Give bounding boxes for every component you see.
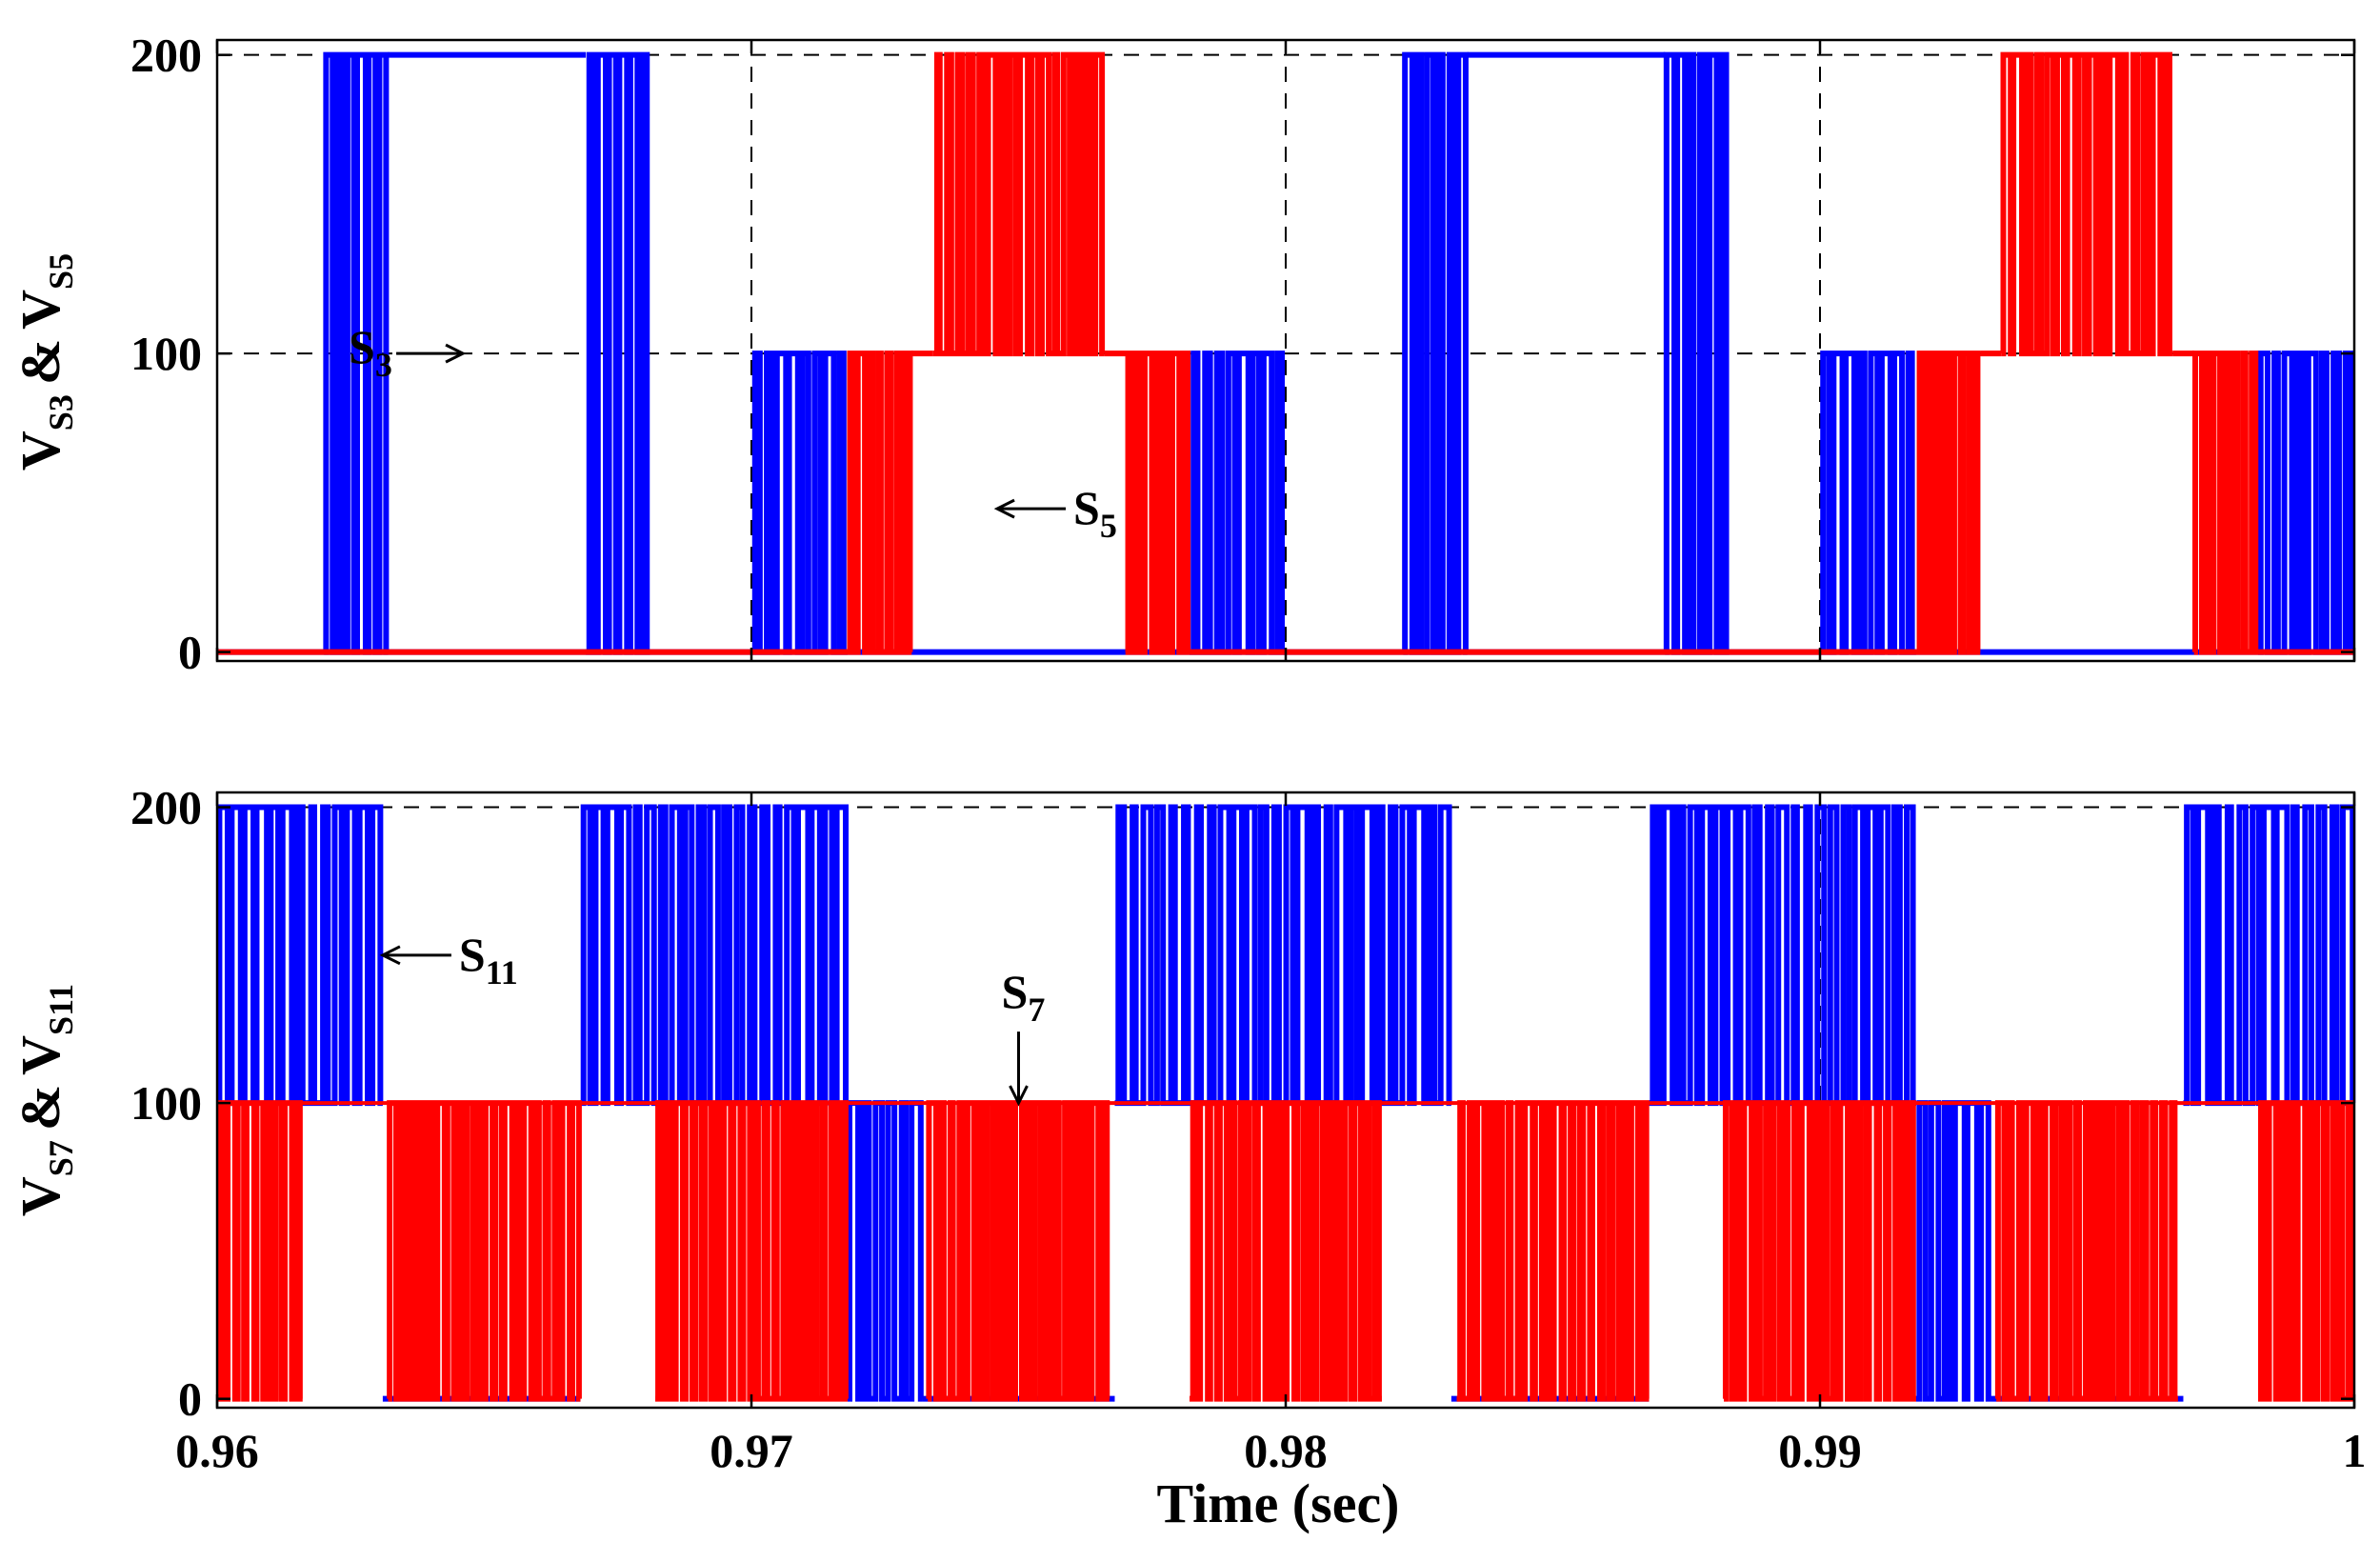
- bottom-ytick-label-100: 100: [130, 1076, 202, 1130]
- top-blue-pwm-burst-1: [586, 51, 650, 655]
- bottom-ylabel-amp: &: [10, 1085, 71, 1131]
- bottom-red-segment-7: [1994, 1100, 2178, 1402]
- bottom-red-segment-3: [926, 1100, 1110, 1402]
- top-annotation-arrow-head-0: [445, 343, 467, 364]
- top-annotation-1: S5: [993, 481, 1117, 545]
- bottom-ylabel-sub1: S7: [42, 1140, 80, 1176]
- top-ylabel-amp: &: [10, 339, 71, 385]
- bottom-xtick-label-0: 0.96: [175, 1424, 259, 1477]
- top-red-segment-0: [847, 350, 913, 655]
- bottom-red-segment-0: [216, 1100, 303, 1402]
- top-annotation-label-0: S3: [349, 320, 392, 384]
- bottom-ylabel-main-2: V: [10, 1035, 71, 1075]
- bottom-annotation-main-1: S: [1002, 965, 1029, 1018]
- top-series-1: [217, 51, 2354, 655]
- bottom-red-segment-4: [1190, 1100, 1382, 1402]
- bottom-xtick-label-2: 0.98: [1244, 1424, 1328, 1477]
- top-blue-pwm-burst-2: [1402, 51, 1469, 655]
- bottom-annotation-1: S7: [1002, 965, 1046, 1107]
- top-annotation-sub-1: 5: [1100, 507, 1117, 545]
- top-ylabel-main: V: [10, 431, 71, 471]
- top-annotation-arrow-head-1: [993, 498, 1015, 519]
- bottom-blue-segment-10: [2183, 804, 2356, 1107]
- top-red-segment-5: [1915, 350, 1981, 655]
- bottom-ylabel-sub2: S11: [42, 984, 80, 1035]
- bottom-series-1: [216, 1100, 2354, 1402]
- bottom-blue-segment-5: [1114, 804, 1452, 1107]
- bottom-blue-segment-2: [580, 804, 850, 1107]
- bottom-red-segment-5: [1456, 1100, 1650, 1402]
- top-red-segment-4: [1125, 350, 1191, 655]
- bottom-annotation-0: S11: [379, 928, 518, 991]
- bottom-y-axis-label: VS7&VS11: [10, 984, 80, 1216]
- x-axis-label: Time (sec): [1157, 1472, 1400, 1534]
- top-annotation-main-0: S: [349, 320, 375, 373]
- bottom-red-segment-1: [387, 1100, 582, 1402]
- bottom-annotation-label-0: S11: [459, 928, 518, 991]
- top-ylabel-sub2: S5: [42, 253, 80, 290]
- top-ytick-label-200: 200: [130, 29, 202, 82]
- bottom-blue-segment-8: [1915, 1100, 1991, 1402]
- bottom-blue-segment-3: [847, 1100, 924, 1402]
- top-blue-pwm-100-0: [751, 350, 848, 655]
- bottom-xtick-label-1: 0.97: [710, 1424, 793, 1477]
- bottom-ylabel-main: V: [10, 1176, 71, 1216]
- bottom-annotation-main-0: S: [459, 928, 486, 981]
- top-red-segment-7: [2000, 51, 2173, 357]
- bottom-blue-segment-0: [216, 804, 384, 1107]
- top-annotation-label-1: S5: [1073, 481, 1117, 545]
- top-red-segment-9: [2192, 350, 2259, 655]
- top-blue-pwm-100-3: [1820, 350, 1916, 655]
- top-ylabel-sub1: S3: [42, 394, 80, 431]
- top-red-segment-2: [932, 51, 1106, 357]
- top-annotation-0: S3: [349, 320, 467, 384]
- bottom-annotation-arrow-head-1: [1009, 1085, 1029, 1107]
- bottom-red-segment-8: [2258, 1100, 2354, 1402]
- bottom-red-segment-2: [655, 1100, 849, 1402]
- bottom-blue-segment-7: [1649, 804, 1916, 1107]
- top-ytick-label-0: 0: [178, 626, 202, 679]
- bottom-xtick-label-4: 1: [2343, 1424, 2367, 1477]
- top-blue-pwm-burst-3: [1663, 51, 1730, 655]
- top-blue-pwm-100-5: [2257, 350, 2354, 655]
- bottom-ytick-label-0: 0: [178, 1372, 202, 1426]
- bottom-annotation-label-1: S7: [1002, 965, 1046, 1029]
- bottom-annotation-arrow-head-0: [379, 945, 401, 966]
- top-blue-pwm-100-2: [1190, 350, 1286, 655]
- bottom-annotation-sub-0: 11: [486, 953, 518, 991]
- top-y-axis-label: VS3&VS5: [10, 253, 80, 471]
- bottom-red-segment-6: [1722, 1100, 1916, 1402]
- top-annotation-sub-0: 3: [375, 346, 392, 384]
- bottom-ytick-label-200: 200: [130, 781, 202, 834]
- top-ytick-label-100: 100: [130, 327, 202, 380]
- bottom-xtick-label-3: 0.99: [1778, 1424, 1862, 1477]
- top-ylabel-main-2: V: [10, 290, 71, 330]
- bottom-annotation-sub-1: 7: [1028, 991, 1045, 1029]
- top-annotation-main-1: S: [1073, 481, 1100, 534]
